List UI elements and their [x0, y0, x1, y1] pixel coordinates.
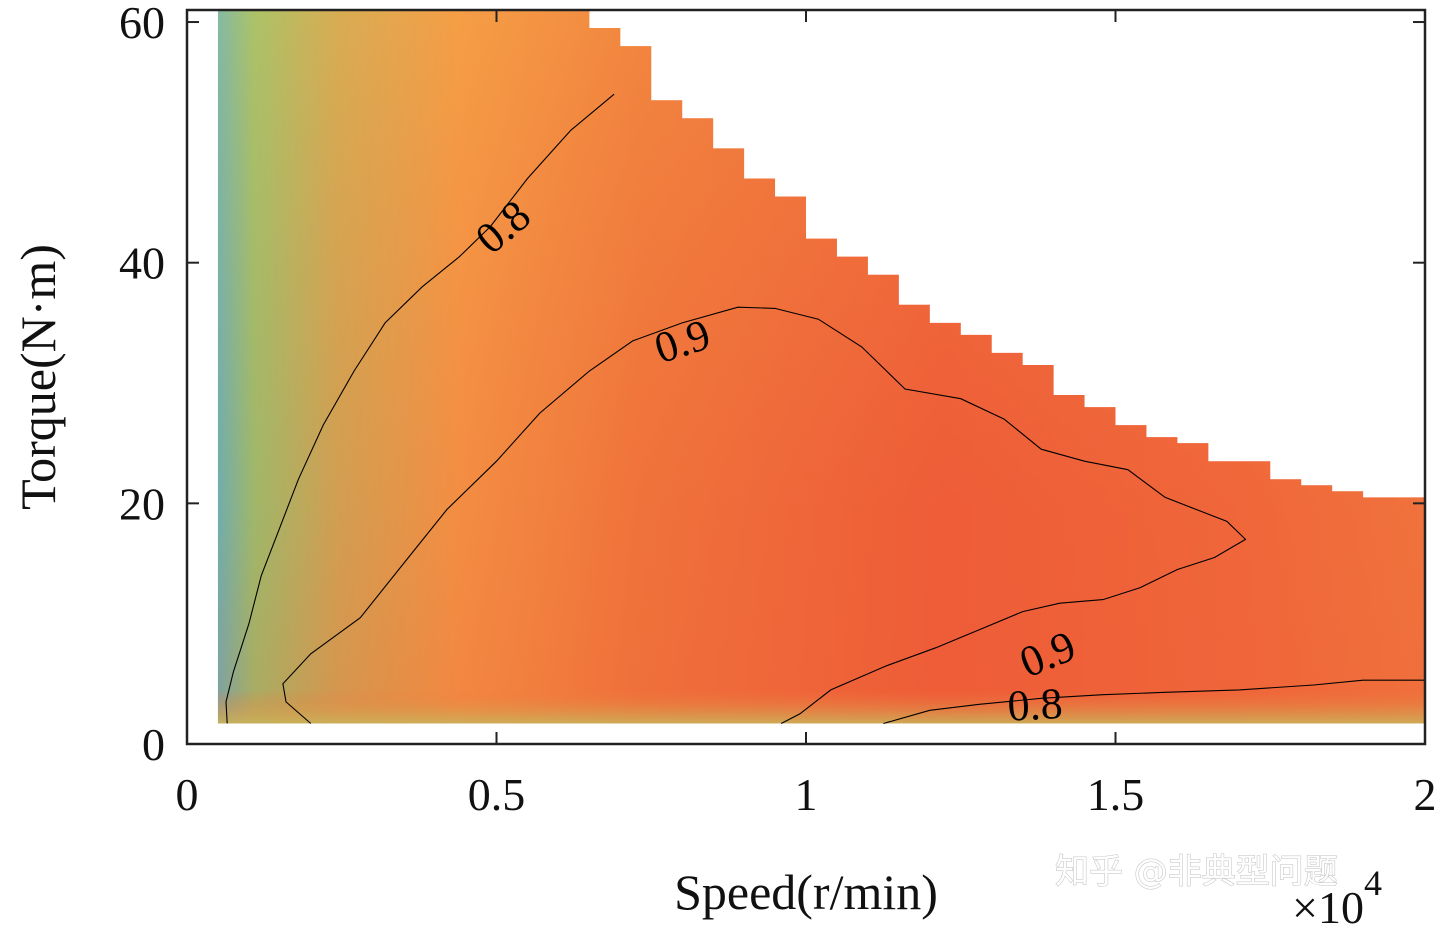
watermark-text: 知乎 @非典型问题	[1055, 852, 1338, 892]
contour-line-2	[282, 306, 1247, 724]
y-tick-label: 60	[119, 0, 165, 48]
y-tick-label: 20	[119, 478, 165, 529]
contour-label-text-4: 0.8	[1006, 679, 1063, 731]
y-tick-label: 40	[119, 238, 165, 289]
contour-line-1	[225, 93, 615, 724]
x-tick-label: 0.5	[468, 769, 526, 820]
x-tick-label: 1.5	[1087, 769, 1145, 820]
x-axis-label: Speed(r/min)	[674, 864, 938, 920]
efficiency-region-low-torque-shading	[217, 10, 1425, 724]
x-tick-label: 2	[1414, 769, 1437, 820]
y-axis-label: Torque(N·m)	[10, 244, 66, 510]
svg-text:×104: ×104	[1292, 863, 1382, 928]
y-tick-label: 0	[142, 719, 165, 770]
x-exponent-power: 4	[1364, 863, 1382, 903]
x-axis-exponent: ×104	[1292, 863, 1382, 928]
contour-label-4: 0.8	[1006, 679, 1063, 731]
x-tick-label: 0	[176, 769, 199, 820]
x-exponent-base: ×10	[1292, 882, 1364, 928]
contour-line-3	[883, 679, 1425, 725]
x-tick-label: 1	[795, 769, 818, 820]
